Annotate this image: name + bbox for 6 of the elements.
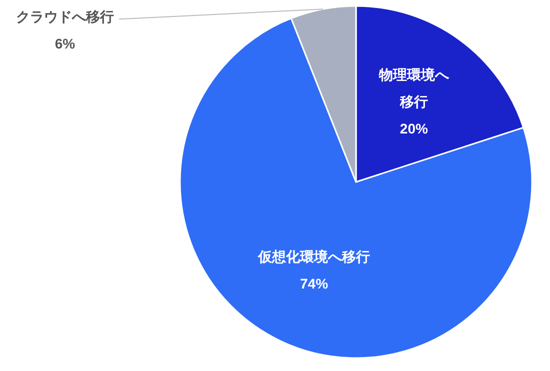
data-label: 74% <box>300 275 329 292</box>
data-label: 20% <box>400 120 428 136</box>
data-label: 6% <box>54 35 76 52</box>
slice-label: 仮想化環境へ移行 <box>257 248 370 264</box>
slice-label: クラウドへ移行 <box>16 8 114 24</box>
slice-label: 物理環境へ移行 <box>378 66 450 109</box>
